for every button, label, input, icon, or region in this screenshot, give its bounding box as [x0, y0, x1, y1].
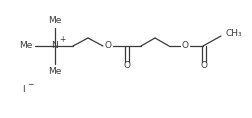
- Text: CH₃: CH₃: [225, 29, 242, 38]
- Text: O: O: [201, 61, 207, 70]
- Text: Me: Me: [20, 42, 33, 51]
- Text: −: −: [27, 80, 33, 89]
- Text: +: +: [59, 34, 65, 44]
- Text: O: O: [181, 42, 188, 51]
- Text: Me: Me: [48, 67, 62, 76]
- Text: O: O: [123, 61, 131, 70]
- Text: Me: Me: [48, 16, 62, 25]
- Text: O: O: [105, 42, 111, 51]
- Text: N: N: [52, 42, 58, 51]
- Text: I: I: [22, 86, 25, 95]
